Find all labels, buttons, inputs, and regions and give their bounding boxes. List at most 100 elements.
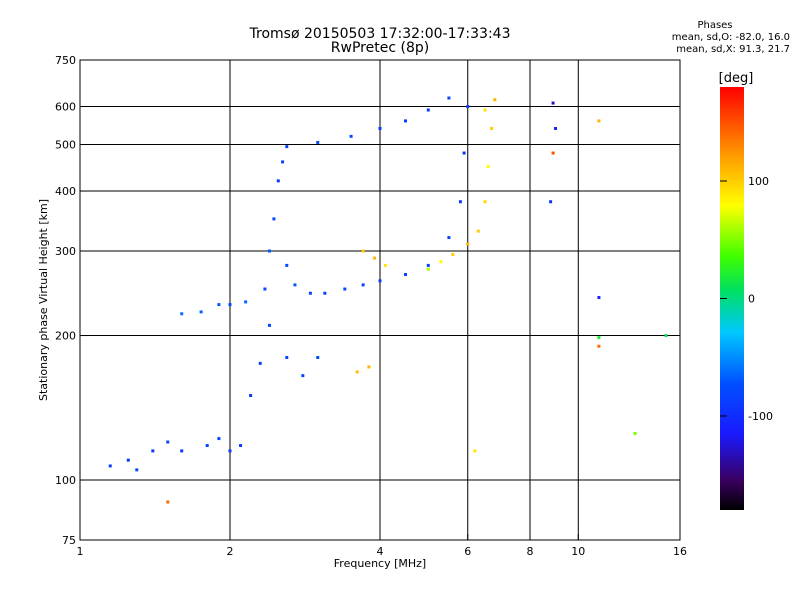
grid	[80, 60, 680, 540]
data-point	[258, 361, 262, 365]
data-point	[180, 312, 184, 316]
y-axis-ticks: 75 100 200 300 400 500 600 750	[55, 54, 86, 547]
phases-x-mode: mean, sd,X: 91.3, 21.7	[676, 44, 790, 55]
data-point	[285, 263, 289, 267]
data-point	[301, 374, 305, 378]
data-point	[597, 344, 601, 348]
data-point	[551, 101, 555, 105]
data-point	[473, 449, 477, 453]
x-tick-label: 16	[673, 545, 687, 558]
data-point	[383, 263, 387, 267]
data-point	[439, 260, 443, 264]
data-point	[426, 263, 430, 267]
y-tick-label: 75	[62, 534, 76, 547]
data-point	[166, 500, 170, 504]
data-point	[426, 108, 430, 112]
colorbar-tick-label: 0	[748, 293, 755, 306]
data-point	[217, 303, 221, 307]
chart-title-line2: RwPretec (8p)	[330, 40, 430, 56]
y-axis-label: Stationary phase Virtual Height [km]	[37, 199, 50, 401]
data-point	[466, 242, 470, 246]
x-axis-ticks: 1 2 4 6 8 10 16	[77, 534, 687, 558]
data-points	[108, 96, 668, 504]
data-point	[285, 145, 289, 149]
data-point	[355, 370, 359, 374]
data-point	[361, 283, 365, 287]
y-tick-label: 300	[55, 245, 76, 258]
data-point	[403, 273, 407, 277]
data-point	[549, 200, 553, 204]
data-point	[316, 355, 320, 359]
colorbar-ticks: 100 0 -100	[720, 175, 773, 423]
data-point	[426, 267, 430, 271]
data-point	[349, 134, 353, 138]
data-point	[343, 287, 347, 291]
y-tick-label: 750	[55, 54, 76, 67]
data-point	[249, 394, 253, 398]
data-point	[135, 468, 139, 472]
data-point	[108, 464, 112, 468]
data-point	[493, 98, 497, 102]
data-point	[323, 291, 327, 295]
data-point	[199, 310, 203, 314]
data-point	[551, 151, 555, 155]
data-point	[367, 365, 371, 369]
y-tick-label: 500	[55, 139, 76, 152]
data-point	[228, 303, 232, 307]
data-point	[373, 256, 377, 260]
x-tick-label: 2	[227, 545, 234, 558]
x-tick-label: 1	[77, 545, 84, 558]
data-point	[276, 179, 280, 183]
data-point	[267, 249, 271, 253]
data-point	[447, 96, 451, 100]
phases-summary: Phases mean, sd,O: -82.0, 16.0 mean, sd,…	[620, 20, 790, 56]
data-point	[451, 253, 455, 257]
colorbar-tick-label: -100	[748, 410, 773, 423]
data-point	[483, 200, 487, 204]
data-point	[316, 140, 320, 144]
data-point	[403, 119, 407, 123]
y-tick-label: 100	[55, 474, 76, 487]
data-point	[151, 449, 155, 453]
data-point	[664, 334, 668, 338]
colorbar-tick-label: 100	[748, 175, 769, 188]
data-point	[378, 279, 382, 283]
data-point	[263, 287, 267, 291]
data-point	[239, 444, 243, 448]
data-point	[597, 119, 601, 123]
data-point	[281, 160, 285, 164]
data-point	[483, 108, 487, 112]
y-tick-label: 200	[55, 330, 76, 343]
chart-title-line1: Tromsø 20150503 17:32:00-17:33:43	[249, 26, 511, 42]
y-tick-label: 400	[55, 185, 76, 198]
phases-title: Phases	[697, 20, 733, 31]
data-point	[462, 151, 466, 155]
data-point	[490, 126, 494, 130]
data-point	[267, 323, 271, 327]
data-point	[597, 336, 601, 340]
data-point	[293, 283, 297, 287]
data-point	[633, 432, 637, 436]
data-point	[597, 296, 601, 300]
data-point	[244, 300, 248, 304]
x-tick-label: 10	[571, 545, 585, 558]
data-point	[205, 444, 209, 448]
data-point	[308, 291, 312, 295]
data-point	[166, 440, 170, 444]
data-point	[217, 437, 221, 441]
data-point	[466, 105, 470, 109]
x-tick-label: 4	[377, 545, 384, 558]
x-tick-label: 6	[464, 545, 471, 558]
y-tick-label: 600	[55, 101, 76, 114]
data-point	[126, 458, 130, 462]
data-point	[285, 355, 289, 359]
data-point	[228, 449, 232, 453]
data-point	[180, 449, 184, 453]
data-point	[447, 236, 451, 240]
phases-o-mode: mean, sd,O: -82.0, 16.0	[671, 32, 790, 43]
data-point	[378, 126, 382, 130]
data-point	[458, 200, 462, 204]
data-point	[553, 126, 557, 130]
data-point	[476, 229, 480, 233]
